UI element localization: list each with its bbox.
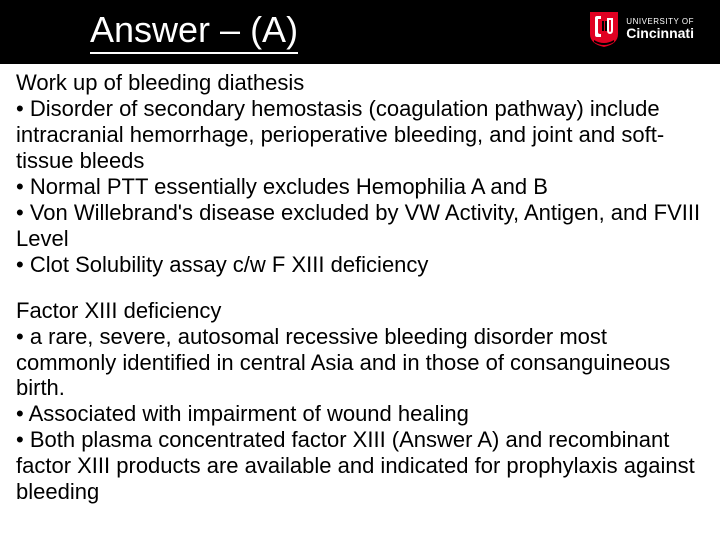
bullet-item: • Von Willebrand's disease excluded by V…	[16, 200, 704, 252]
bullet-text: Von Willebrand's disease excluded by VW …	[16, 200, 700, 251]
section-1-heading: Work up of bleeding diathesis	[16, 70, 704, 96]
section-2-heading: Factor XIII deficiency	[16, 298, 704, 324]
bullet-text: Disorder of secondary hemostasis (coagul…	[16, 96, 664, 173]
slide-body: Work up of bleeding diathesis • Disorder…	[0, 64, 720, 505]
bullet-item: • a rare, severe, autosomal recessive bl…	[16, 324, 704, 402]
section-1: Work up of bleeding diathesis • Disorder…	[16, 70, 704, 278]
logo-shield-icon	[588, 10, 620, 48]
bullet-text: Both plasma concentrated factor XIII (An…	[16, 427, 695, 504]
bullet-text: Associated with impairment of wound heal…	[29, 401, 469, 426]
logo-name: Cincinnati	[626, 26, 694, 40]
logo-text: UNIVERSITY OF Cincinnati	[626, 18, 694, 40]
bullet-text: Clot Solubility assay c/w F XIII deficie…	[30, 252, 429, 277]
bullet-text: a rare, severe, autosomal recessive blee…	[16, 324, 670, 401]
bullet-text: Normal PTT essentially excludes Hemophil…	[30, 174, 548, 199]
section-2: Factor XIII deficiency • a rare, severe,…	[16, 298, 704, 506]
slide-header: Answer – (A) UNIVERSITY OF Cincinnati	[0, 0, 720, 64]
slide-title: Answer – (A)	[90, 10, 298, 54]
bullet-item: • Clot Solubility assay c/w F XIII defic…	[16, 252, 704, 278]
university-logo: UNIVERSITY OF Cincinnati	[588, 10, 694, 48]
bullet-item: • Associated with impairment of wound he…	[16, 401, 704, 427]
bullet-item: • Both plasma concentrated factor XIII (…	[16, 427, 704, 505]
bullet-item: • Normal PTT essentially excludes Hemoph…	[16, 174, 704, 200]
bullet-item: • Disorder of secondary hemostasis (coag…	[16, 96, 704, 174]
